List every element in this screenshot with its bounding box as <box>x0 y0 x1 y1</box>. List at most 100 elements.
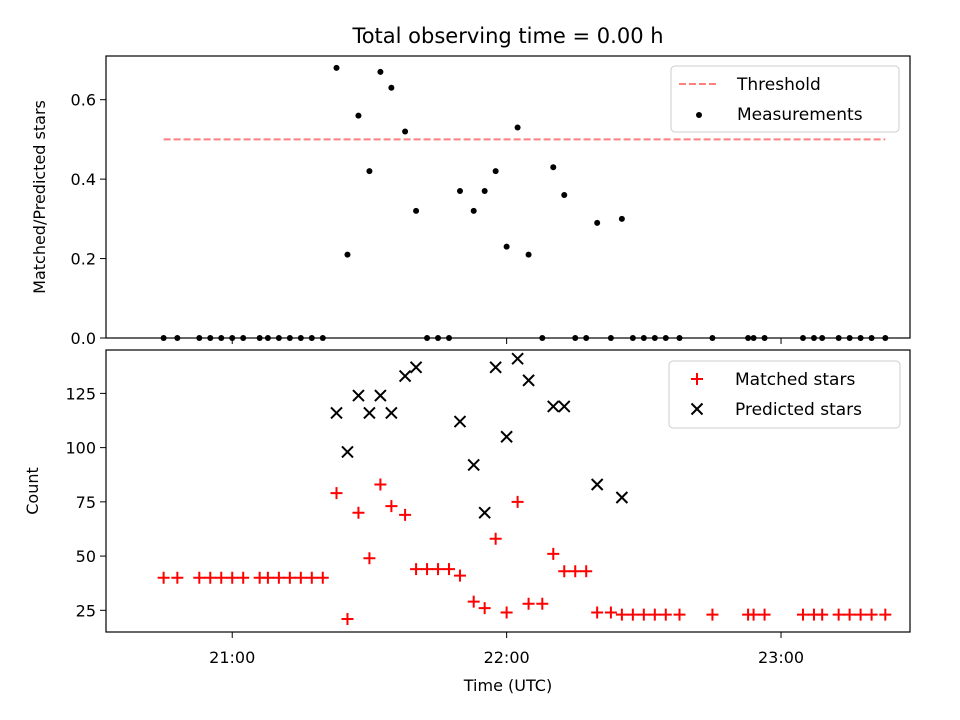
measurements-point <box>561 192 568 199</box>
legend-box <box>670 65 900 133</box>
predicted-stars-point <box>489 361 502 374</box>
matched-stars-point <box>193 571 206 584</box>
measurements-point <box>377 68 384 75</box>
matched-stars-point <box>272 571 285 584</box>
matched-stars-point <box>816 608 829 621</box>
matched-stars-point <box>171 571 184 584</box>
predicted-stars-point <box>453 415 467 428</box>
measurements-point <box>160 335 167 341</box>
measurements-point <box>424 335 431 341</box>
matched-stars-point <box>659 608 672 621</box>
measurements-point <box>607 335 614 341</box>
measurements-point <box>218 335 225 341</box>
y-tick-label: 0.4 <box>71 170 96 189</box>
measurements-point <box>503 243 510 250</box>
measurements-point <box>539 335 546 341</box>
matched-stars-point <box>832 608 845 621</box>
matched-stars-point <box>330 487 343 500</box>
predicted-stars-point <box>590 478 604 491</box>
legend-dot-swatch <box>696 112 702 118</box>
measurements-point <box>286 335 293 341</box>
legend: Matched stars Predicted stars <box>668 360 901 429</box>
predicted-stars-point <box>511 352 524 365</box>
matched-stars-point <box>341 612 354 625</box>
y-tick-label: 50 <box>76 547 96 566</box>
measurements-point <box>857 335 864 341</box>
matched-stars-point <box>796 608 809 621</box>
matched-stars-point <box>363 552 376 565</box>
measurements-point <box>207 335 214 341</box>
matched-stars-point <box>316 571 329 584</box>
matched-stars-point <box>522 597 535 610</box>
measurements-point <box>366 168 373 175</box>
matched-stars-point <box>305 571 318 584</box>
measurements-point <box>550 164 557 171</box>
legend-label: Predicted stars <box>735 400 862 420</box>
predicted-stars-point <box>385 406 398 420</box>
matched-stars-point <box>432 563 445 576</box>
measurements-point <box>492 168 499 175</box>
matched-stars-point <box>226 571 239 584</box>
measurements-point <box>456 188 463 195</box>
matched-stars-point <box>283 571 296 584</box>
matched-stars-point <box>558 565 571 578</box>
matched-stars-point <box>536 597 549 610</box>
measurements-point <box>651 335 658 341</box>
matched-stars-point <box>580 565 593 578</box>
measurements-point <box>618 215 625 222</box>
matched-stars-point <box>547 547 560 560</box>
measurements-point <box>264 335 271 341</box>
plot-frame <box>105 349 911 633</box>
y-tick-label: 0.2 <box>71 250 96 269</box>
measurements-point <box>229 335 236 341</box>
matched-stars-point <box>747 608 760 621</box>
matched-stars-point <box>843 608 856 621</box>
measurements-point <box>355 112 362 119</box>
measurements-point <box>810 335 817 341</box>
predicted-stars-point <box>363 406 376 420</box>
measurements-point <box>388 84 395 91</box>
predicted-stars-point <box>398 369 412 383</box>
measurements-point <box>709 335 716 341</box>
matched-stars-point <box>879 608 892 621</box>
predicted-stars-point <box>467 458 480 472</box>
matched-stars-point <box>511 495 524 508</box>
measurements-point <box>676 335 683 341</box>
measurements-point <box>256 335 263 341</box>
legend: Threshold Measurements <box>670 65 900 133</box>
measurements-point <box>481 188 488 195</box>
measurements-point <box>640 335 647 341</box>
measurements-point <box>319 335 326 341</box>
measurements-point <box>413 207 420 214</box>
measurements-point <box>402 128 409 135</box>
measurements-point <box>882 335 889 341</box>
legend-box <box>668 360 901 429</box>
legend-plus-swatch <box>691 373 703 385</box>
matched-stars-point <box>453 569 466 582</box>
y-tick-label: 100 <box>65 439 96 458</box>
measurements-point <box>819 335 826 341</box>
measurements-point <box>446 335 453 341</box>
measurements-point <box>174 335 181 341</box>
matched-stars-point <box>854 608 867 621</box>
matched-stars-point <box>237 571 250 584</box>
measurements-point <box>240 335 247 341</box>
measurements-point <box>275 335 282 341</box>
predicted-stars-point <box>341 445 354 459</box>
ratio-panel: 0.0 0.2 0.4 0.6 Matched/Predicted stars Thres… <box>30 55 911 348</box>
matched-stars-point <box>500 606 513 619</box>
matched-stars-point <box>157 571 170 584</box>
y-tick-label: 125 <box>65 384 96 403</box>
matched-stars-point <box>410 563 423 576</box>
predicted-stars-point <box>330 406 343 420</box>
x-axis-title: Time (UTC) <box>463 676 552 695</box>
measurements-point <box>297 335 304 341</box>
matched-stars-point <box>385 500 398 513</box>
matched-stars-point <box>204 571 217 584</box>
count-panel: 25507510012521:0022:0023:0000:0001:0002:… <box>23 349 911 667</box>
measurements-point <box>344 251 351 258</box>
measurements-point <box>750 335 757 341</box>
matched-stars-point <box>467 595 480 608</box>
matched-stars-point <box>673 608 686 621</box>
matched-stars-point <box>648 608 661 621</box>
